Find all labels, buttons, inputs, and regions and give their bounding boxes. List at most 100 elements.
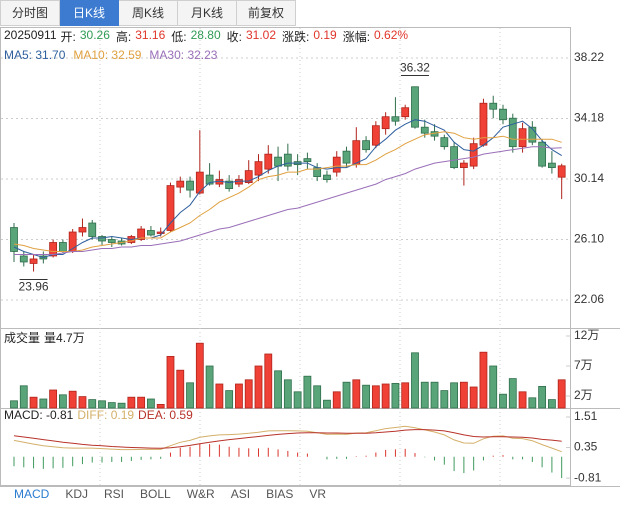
candle-body [557,165,566,178]
volume-bar [147,398,155,409]
candle-body [137,228,146,240]
candle-body [49,242,58,257]
volume-bar [68,390,77,409]
candle-body [29,258,38,264]
ma-line [13,131,562,252]
volume-bar [205,365,214,409]
candle-body [283,153,292,167]
macd-line [13,425,562,453]
legend-entry: MA30: 32.23 [149,48,218,62]
volume-bar [469,386,478,409]
volume-bar [176,369,185,409]
candle-body [459,162,468,169]
period-tab[interactable]: 周K线 [119,0,178,26]
indicator-tab[interactable]: BOLL [140,487,171,501]
y-tick-label: 26.10 [574,232,604,246]
volume-bar [371,385,380,409]
candle-body [342,150,351,164]
volume-bar [137,396,146,409]
volume-bar [29,396,38,409]
volume-bar [127,396,136,409]
candle-body [88,222,97,237]
quote-value: 31.16 [135,28,166,42]
annotation-label: 36.32 [400,61,430,75]
legend-entry: MACD: -0.81 [4,408,74,422]
volume-bar [313,385,322,409]
volume-bar [225,390,234,409]
candle-body [489,102,498,110]
legend-entry: DIFF: 0.19 [77,408,135,422]
candle-body [19,255,28,263]
ma-legend: MA5: 31.70 MA10: 32.59 MA30: 32.23 [4,48,221,62]
volume-bar [459,381,468,409]
volume-bar [548,399,556,409]
quote-value: 30.26 [79,28,110,42]
candle-body [244,170,253,183]
volume-bar [264,353,273,409]
volume-bar [98,400,106,409]
volume-bar [381,383,390,409]
volume-bar [117,402,126,409]
period-tabs: 分时图 日K线 周K线 月K线 前复权 [0,0,296,26]
candle-body [323,174,331,180]
candle-body [303,158,312,163]
volume-bar [215,383,224,409]
candle-body [205,174,214,185]
candle-body [538,141,547,167]
period-tab[interactable]: 前复权 [237,0,296,26]
legend-entry: DEA: 0.59 [138,408,193,422]
annotation-label: 23.96 [19,280,49,294]
period-tab[interactable]: 月K线 [178,0,237,26]
volume-bar [362,384,370,409]
quote-value: 31.02 [245,28,276,42]
candle-body [469,143,478,167]
volume-bar [303,375,312,409]
candle-body [401,107,410,118]
volume-bar [254,365,263,409]
volume-bar [156,403,165,409]
volume-bar [78,396,87,409]
candle-body [332,156,341,173]
indicator-tab[interactable]: RSI [104,487,125,501]
volume-bar [528,397,537,409]
volume-bar [107,402,116,409]
indicator-tab[interactable]: VR [309,487,327,501]
volume-bar [557,379,566,409]
volume-bar [489,365,498,409]
quote-line: 20250911 开: 30.26 高: 31.16 低: 28.80 收: 31.02 涨跌: 0… [4,28,410,45]
indicator-tab[interactable]: MACD [14,487,50,501]
candle-body [254,161,263,176]
volume-bar [440,390,449,409]
volume-bar [274,370,282,409]
volume-bar [186,382,194,409]
volume-bar [401,382,410,409]
candle-body [450,146,459,169]
volume-title: 成交量 [4,331,41,345]
y-tick-label: 0.35 [574,440,598,454]
indicator-tab[interactable]: ASI [230,487,251,501]
volume-bar [235,383,243,409]
y-tick-label: 34.18 [574,111,604,125]
quote-label: 收: [226,30,242,44]
indicator-tab[interactable]: BIAS [266,487,294,501]
volume-bar [59,394,67,409]
ma-line [13,119,562,259]
period-tab[interactable]: 日K线 [60,0,119,26]
volume-bar [518,391,527,409]
volume-bar [508,378,517,409]
volume-bar [391,382,400,409]
candle-body [440,137,449,148]
y-tick-label: 12万 [574,328,599,342]
period-tab[interactable]: 分时图 [0,0,60,26]
candle-body [411,86,419,128]
volume-bar [195,342,204,409]
volume-bar [342,381,351,409]
ma-line [14,146,562,255]
volume-bar [39,398,48,409]
indicator-tab[interactable]: W&R [186,487,215,501]
quote-label: 低: [171,30,187,44]
y-tick-label: 7万 [574,358,593,372]
indicator-tab[interactable]: KDJ [65,487,89,501]
